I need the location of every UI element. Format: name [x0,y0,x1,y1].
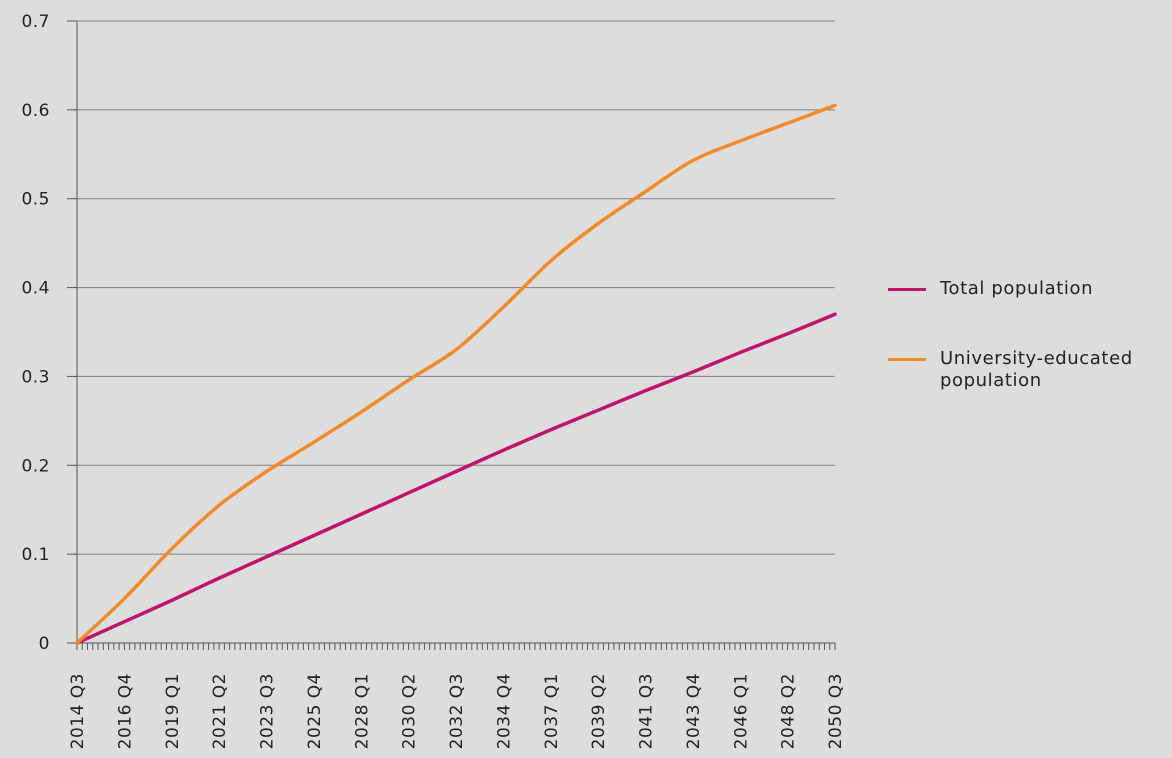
y-tick-label: 0.3 [21,367,50,387]
legend-swatch-university-educated-population [888,358,926,361]
x-tick-label: 2028 Q1 [352,673,372,749]
x-tick-label: 2048 Q2 [779,673,799,749]
series-line-university-educated-population [75,103,837,645]
x-tick-label: 2019 Q1 [163,673,183,749]
gridlines [77,20,835,555]
x-tick-label: 2023 Q3 [258,673,278,749]
x-tick-label: 2034 Q4 [494,673,514,749]
y-tick-label: 0.4 [21,279,50,299]
y-tick-label: 0.6 [21,101,50,121]
y-tick-label: 0 [39,634,50,654]
x-tick-label: 2041 Q3 [637,673,657,749]
x-tick-label: 2046 Q1 [731,673,751,749]
x-tick-label: 2039 Q2 [589,673,609,749]
x-tick-label: 2025 Q4 [305,673,325,749]
legend-label: University-educated population [940,348,1133,391]
series-line-total-population [75,312,837,645]
legend-item-total-population: Total population [888,278,1172,300]
legend-item-university-educated-population: University-educated population [888,348,1172,392]
series-lines [75,103,837,645]
y-axis-ticks: 0 0.1 0.2 0.3 0.4 0.5 0.6 0.7 [21,12,77,654]
x-tick-label: 2037 Q1 [542,673,562,749]
x-tick-label: 2016 Q4 [115,673,135,749]
x-tick-label: 2050 Q3 [826,673,846,749]
legend-swatch-total-population [888,288,926,291]
legend-label: Total population [940,278,1094,299]
y-tick-label: 0.2 [21,456,50,476]
x-axis-ticks: 2014 Q3 2016 Q4 2019 Q1 2021 Q2 2023 Q3 2025 … [68,643,846,749]
x-tick-label: 2032 Q3 [447,673,467,749]
x-tick-label: 2043 Q4 [684,673,704,749]
x-tick-label: 2030 Q2 [400,673,420,749]
y-tick-label: 0.5 [21,190,50,210]
axes [76,21,835,644]
legend: Total population University-educated pop… [888,278,1172,392]
x-tick-label: 2021 Q2 [210,673,230,749]
y-tick-label: 0.1 [21,545,50,565]
y-tick-label: 0.7 [21,12,50,32]
x-tick-label: 2014 Q3 [68,673,88,749]
